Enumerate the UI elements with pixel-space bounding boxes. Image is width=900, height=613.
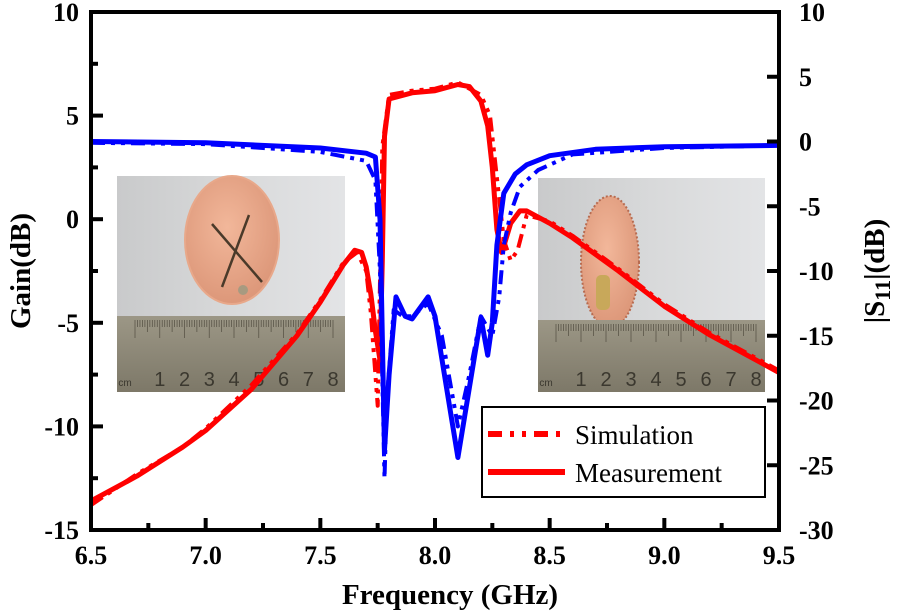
db-label: |(dB) [859, 219, 891, 280]
ruler-label: 6 [700, 369, 711, 391]
ruler-label: 8 [327, 369, 338, 391]
s-label: |S [859, 301, 891, 324]
y-axis-right-title: |S11|(dB) [859, 219, 895, 323]
y-right-tick-label: -30 [799, 516, 834, 545]
ruler-label: 7 [303, 369, 314, 391]
x-tick-label: 9.0 [648, 541, 681, 570]
x-tick-label: 7.5 [304, 541, 337, 570]
y-left-tick-label: 10 [53, 0, 79, 27]
feed-pin [238, 285, 248, 295]
y-right-tick-label: -10 [799, 257, 834, 286]
right-antenna-photo: cm 1 2 3 4 5 6 7 8 [538, 178, 765, 392]
ruler-label: 5 [675, 369, 686, 391]
x-tick-label: 8.5 [533, 541, 566, 570]
y-left-tick-label: 0 [66, 205, 79, 234]
cross-slot [220, 214, 251, 288]
x-tick-label: 8.0 [419, 541, 452, 570]
legend-box [481, 406, 766, 498]
y-right-tick-label: 0 [799, 128, 812, 157]
y-right-tick-label: -25 [799, 451, 834, 480]
y-left-tick-label: -15 [44, 516, 79, 545]
cross-slot [211, 223, 263, 283]
axis-tick-labels: 6.5 7.0 7.5 8.0 8.5 9.0 9.5 10 5 0 -5 -10 -15 10 5 0 -5 -… [44, 0, 833, 570]
y-left-tick-label: -5 [57, 309, 79, 338]
legend: Simulation Measurement [481, 406, 766, 498]
sma-connector [596, 275, 610, 310]
ruler-label: cm [118, 378, 131, 389]
copper-patch [184, 175, 280, 305]
left-antenna-photo: cm 1 2 3 4 5 6 7 8 [117, 175, 345, 392]
ruler-label: 8 [750, 369, 761, 391]
ruler-label: 7 [725, 369, 736, 391]
x-tick-label: 9.5 [763, 541, 796, 570]
y-right-tick-label: -15 [799, 322, 834, 351]
ruler-label: 1 [154, 369, 165, 391]
y-right-tick-label: 10 [799, 0, 825, 27]
ruler-label: 4 [650, 369, 661, 391]
gain-simulation-line [89, 80, 780, 507]
ruler-label: 1 [575, 369, 586, 391]
legend-label-simulation: Simulation [575, 420, 694, 450]
ruler [117, 316, 345, 392]
axis-ticks [89, 10, 781, 532]
ruler-label: 4 [228, 369, 239, 391]
ruler-label: 6 [278, 369, 289, 391]
ruler-label: cm [539, 378, 552, 389]
x-tick-label: 7.0 [189, 541, 222, 570]
s11-simulation-line [90, 140, 780, 481]
y-left-tick-label: -10 [44, 412, 79, 441]
ruler-label: 2 [600, 369, 611, 391]
y-right-tick-label: 5 [799, 63, 812, 92]
ruler-ticks [134, 320, 334, 338]
series-layer [89, 80, 781, 507]
x-axis-title: Frequency (GHz) [342, 579, 558, 611]
ruler-label: 3 [625, 369, 636, 391]
y-right-tick-label: -20 [799, 387, 834, 416]
ruler-label: 2 [179, 369, 190, 391]
y-left-tick-label: 5 [66, 102, 79, 131]
ruler-labels: cm 1 2 3 4 5 6 7 8 [539, 369, 761, 391]
x-tick-label: 6.5 [75, 541, 108, 570]
s11-measurement-line [90, 139, 780, 460]
ruler [538, 320, 765, 392]
y-right-tick-label: -5 [799, 192, 821, 221]
subscript-11: 11 [870, 280, 895, 301]
ruler-ticks [555, 324, 757, 342]
legend-label-measurement: Measurement [575, 458, 722, 488]
y-axis-left-title: Gain(dB) [5, 213, 37, 329]
ruler-label: 3 [204, 369, 215, 391]
